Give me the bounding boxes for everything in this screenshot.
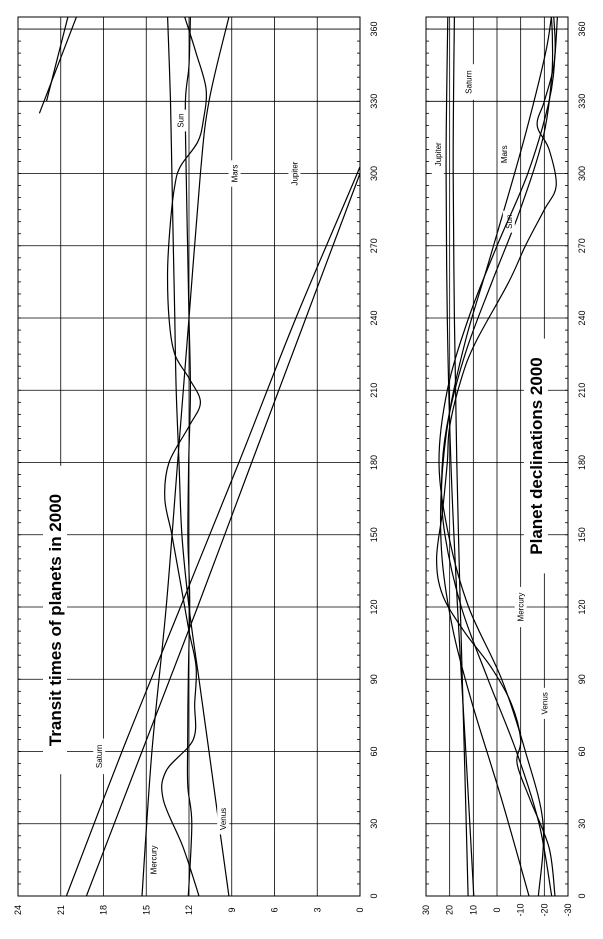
series-label-venus: Venus [540, 692, 549, 714]
day-tick-label: 120 [369, 599, 379, 614]
value-tick-label: 3 [312, 907, 322, 912]
day-tick-label: 240 [577, 311, 587, 326]
chart-title-backdrop [43, 465, 67, 775]
day-tick-label: 210 [369, 383, 379, 398]
day-tick-label: 0 [369, 893, 379, 898]
value-tick-label: -20 [539, 903, 549, 916]
chart-title-backdrop [524, 338, 548, 574]
day-tick-label: 270 [369, 238, 379, 253]
day-tick-label: 360 [369, 22, 379, 37]
series-line-jupiter [45, 17, 69, 102]
series-line-jupiter [445, 17, 475, 896]
series-label-backdrop [498, 141, 511, 168]
series-label-backdrop [217, 803, 230, 835]
day-tick-label: 180 [369, 455, 379, 470]
value-tick-label: 10 [468, 905, 478, 915]
day-tick-label: 90 [369, 674, 379, 684]
series-label-backdrop [228, 160, 241, 187]
series-label-venus: Venus [219, 808, 228, 830]
day-tick-label: 300 [577, 166, 587, 181]
series-line-mars [141, 17, 230, 896]
day-tick-label: 120 [577, 599, 587, 614]
series-label-sun: Sun [505, 215, 514, 229]
series-label-jupiter: Jupiter [434, 142, 443, 166]
value-tick-label: 30 [421, 905, 431, 915]
series-line-sun [184, 17, 193, 896]
series-label-mercury: Mercury [517, 593, 526, 622]
series-label-backdrop [147, 839, 160, 880]
series-label-backdrop [462, 64, 475, 100]
series-label-mars: Mars [500, 145, 509, 163]
series-line-jupiter [85, 171, 360, 896]
day-tick-label: 150 [577, 527, 587, 542]
series-line-mercury [435, 17, 558, 896]
series-label-jupiter: Jupiter [290, 161, 299, 185]
declinations-chart: 0 30 60 90 120 150 180 210 240 270 300 330 360 30 20 10… [421, 16, 587, 917]
day-tick-label: 150 [369, 527, 379, 542]
series-label-backdrop [174, 109, 187, 132]
series-label-mars: Mars [231, 165, 240, 183]
series-label-saturn: Saturn [95, 745, 104, 769]
value-tick-label: -30 [563, 903, 573, 916]
day-tick-label: 330 [577, 94, 587, 109]
value-tick-label: 0 [355, 907, 365, 912]
day-tick-label: 300 [369, 166, 379, 181]
day-tick-label: 30 [577, 819, 587, 829]
value-tick-label: -10 [516, 903, 526, 916]
day-tick-label: 60 [577, 746, 587, 756]
day-tick-label: 330 [369, 94, 379, 109]
series-label-saturn: Saturn [465, 70, 474, 94]
day-tick-label: 60 [369, 746, 379, 756]
day-tick-label: 270 [577, 238, 587, 253]
series-label-backdrop [93, 738, 106, 775]
day-tick-label: 30 [369, 819, 379, 829]
chart-title: Planet declinations 2000 [527, 357, 546, 554]
value-tick-label: 6 [270, 907, 280, 912]
series-line-saturn [452, 17, 469, 896]
series-line-mercury [161, 17, 207, 896]
transit-times-chart: 0 30 60 90 120 150 180 210 240 270 300 330 360 0 3 6 9 12… [13, 16, 379, 915]
value-tick-label: 24 [13, 905, 23, 915]
day-tick-label: 360 [577, 22, 587, 37]
series-label-backdrop [502, 210, 515, 233]
series-label-backdrop [431, 134, 444, 175]
series-line-venus [167, 17, 230, 896]
series-line-saturn [38, 17, 77, 114]
chart-title: Transit times of planets in 2000 [46, 494, 65, 746]
series-label-mercury: Mercury [149, 845, 158, 874]
value-tick-label: 0 [492, 907, 502, 912]
value-tick-label: 15 [141, 905, 151, 915]
day-tick-label: 240 [369, 311, 379, 326]
value-tick-label: 21 [56, 905, 66, 915]
series-label-backdrop [514, 586, 527, 628]
value-tick-label: 9 [227, 907, 237, 912]
series-line-saturn [65, 165, 360, 896]
value-tick-label: 18 [99, 905, 109, 915]
day-tick-label: 0 [577, 893, 587, 898]
series-label-backdrop [288, 153, 301, 194]
value-tick-label: 12 [184, 905, 194, 915]
day-tick-label: 180 [577, 455, 587, 470]
series-line-venus [438, 17, 556, 896]
day-tick-label: 90 [577, 674, 587, 684]
series-label-sun: Sun [176, 113, 185, 127]
day-tick-label: 210 [577, 383, 587, 398]
value-tick-label: 20 [445, 905, 455, 915]
series-label-backdrop [538, 687, 551, 719]
